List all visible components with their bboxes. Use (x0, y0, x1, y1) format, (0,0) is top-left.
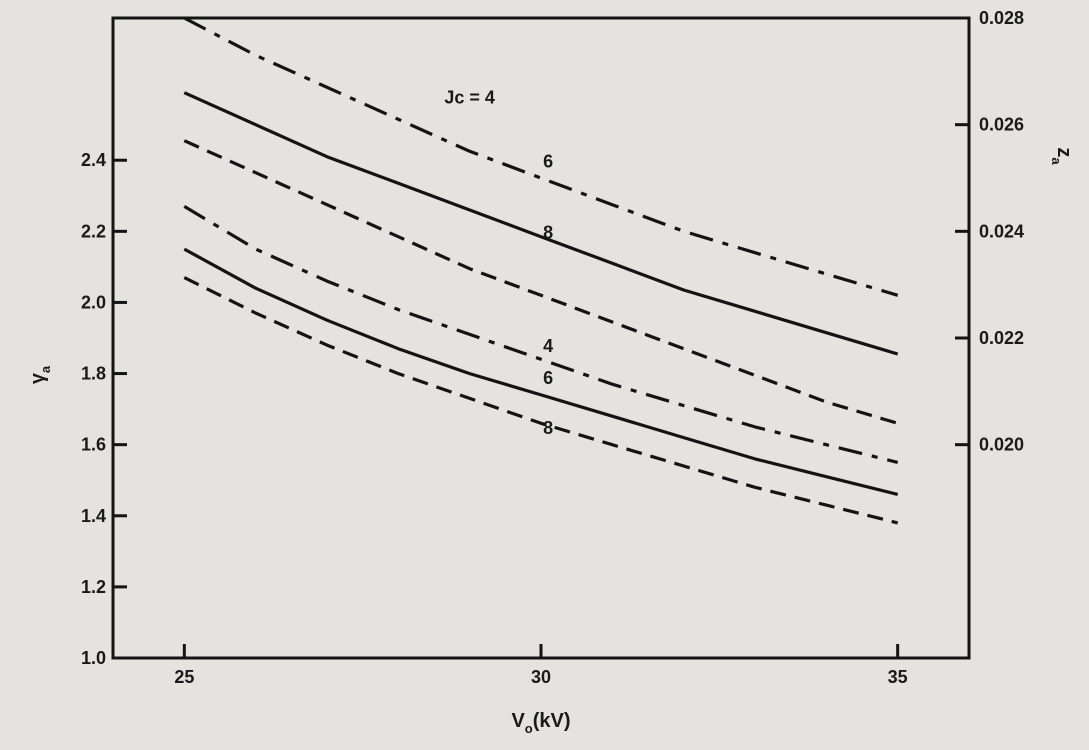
y2-tick-label: 0.020 (979, 435, 1024, 455)
y-tick-label: 1.0 (81, 648, 106, 668)
y-axis-title-right: za (1049, 147, 1075, 165)
series-line-gamma_a-solid (183, 247, 899, 496)
y2-tick-label: 0.028 (979, 8, 1024, 28)
y-tick-label: 2.2 (81, 221, 106, 241)
series-layer (183, 16, 899, 525)
y2-tick-label: 0.022 (979, 328, 1024, 348)
series-line-gamma_a-dashed (183, 276, 899, 525)
curve-label: Jc = 4 (444, 87, 495, 107)
ticks-layer: 25 30 35 1.0 1.2 1.4 1.6 1.8 2.0 2.2 2.4 0.020 0.022… (81, 8, 1024, 687)
curve-label: 4 (543, 336, 553, 356)
annotations-layer: Jc = 4 6 8 4 6 8 (444, 87, 553, 438)
y-tick-label: 1.8 (81, 364, 106, 384)
y2-tick-label: 0.024 (979, 221, 1024, 241)
x-tick-label: 30 (531, 667, 551, 687)
series-line-z_a-dashdot (183, 16, 899, 297)
y-tick-label: 1.6 (81, 435, 106, 455)
series-line-z_a-solid (183, 91, 899, 356)
series-line-gamma_a-dashdot (183, 205, 899, 464)
y-tick-label: 2.0 (81, 292, 106, 312)
y-tick-label: 1.2 (81, 577, 106, 597)
y-tick-label: 2.4 (81, 150, 106, 170)
x-tick-label: 35 (888, 667, 908, 687)
curve-label: 6 (543, 151, 553, 171)
curve-label: 8 (543, 418, 553, 438)
x-axis-title: Vo(kV) (511, 710, 570, 736)
y2-tick-label: 0.026 (979, 115, 1024, 135)
x-tick-label: 25 (174, 667, 194, 687)
curve-label: 6 (543, 368, 553, 388)
curve-label: 8 (543, 222, 553, 242)
y-axis-title-left: γa (27, 365, 53, 384)
y-tick-label: 1.4 (81, 506, 106, 526)
series-line-z_a-dashed (183, 139, 899, 425)
